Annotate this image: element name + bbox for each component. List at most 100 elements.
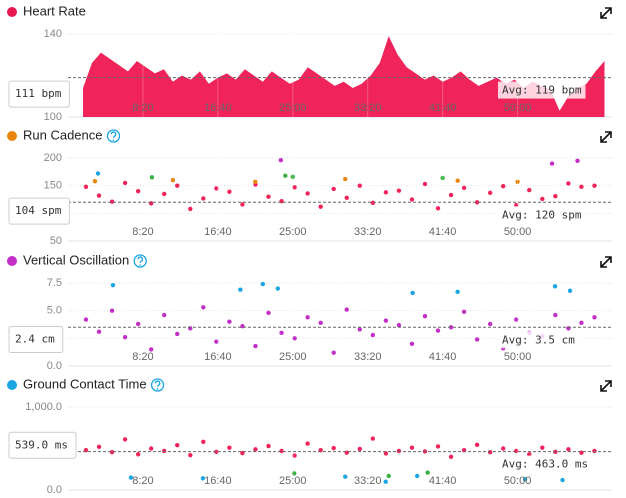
- data-point: [383, 318, 389, 323]
- data-point: [515, 179, 520, 184]
- data-point: [435, 328, 441, 333]
- data-point: [135, 452, 141, 457]
- data-point: [357, 183, 362, 188]
- data-point: [96, 444, 102, 450]
- data-point: [148, 446, 154, 451]
- data-point: [214, 339, 219, 344]
- data-point: [227, 189, 232, 194]
- data-point: [201, 439, 206, 445]
- panel: Run Cadence501001502008:2016:4025:0033:2…: [7, 127, 612, 247]
- x-tick-label: 41:40: [429, 102, 457, 114]
- cursor-box: [8, 431, 77, 459]
- data-point: [283, 173, 288, 178]
- data-point: [135, 189, 141, 194]
- x-tick-label: 33:20: [354, 351, 382, 363]
- x-tick-label: 33:20: [354, 226, 382, 238]
- data-point: [292, 471, 297, 476]
- help-dot: [139, 264, 142, 266]
- data-point: [592, 315, 597, 320]
- data-point: [553, 193, 558, 199]
- x-tick-label: 33:20: [354, 102, 382, 114]
- x-tick-label: 25:00: [279, 475, 307, 487]
- data-point: [331, 350, 336, 355]
- x-tick-label: 16:40: [204, 102, 232, 114]
- data-point: [435, 206, 441, 211]
- data-point: [396, 322, 402, 328]
- panel-title: Heart Rate: [23, 3, 86, 18]
- data-point: [240, 202, 245, 207]
- data-point: [162, 312, 167, 318]
- data-point: [201, 196, 206, 201]
- data-point: [474, 442, 480, 447]
- help-icon[interactable]: [150, 378, 165, 392]
- x-tick-label: 33:20: [354, 475, 382, 487]
- data-point: [540, 196, 545, 202]
- data-point: [440, 175, 445, 181]
- x-tick-label: 8:20: [132, 102, 153, 114]
- cursor-label: 539.0 ms: [15, 438, 68, 451]
- data-point: [318, 320, 323, 326]
- help-icon[interactable]: [106, 129, 121, 143]
- help-mark: [137, 256, 144, 263]
- data-point: [579, 184, 584, 189]
- y-tick-label: 1,000.0: [25, 401, 62, 413]
- data-point: [266, 310, 271, 316]
- x-tick-label: 50:00: [504, 226, 532, 238]
- data-point: [175, 331, 180, 337]
- data-point: [253, 343, 258, 349]
- data-point: [109, 450, 115, 455]
- x-tick-label: 16:40: [204, 475, 232, 487]
- help-icon[interactable]: [133, 254, 147, 268]
- data-point: [410, 290, 415, 296]
- x-tick-label: 25:00: [279, 226, 307, 238]
- data-point: [422, 314, 428, 319]
- data-point: [292, 453, 297, 458]
- data-point: [278, 158, 284, 163]
- data-point: [175, 183, 180, 188]
- data-point: [567, 288, 573, 293]
- cursor-label: 104 spm: [15, 204, 62, 217]
- x-tick-label: 25:00: [279, 351, 307, 363]
- data-point: [409, 197, 415, 202]
- data-point: [527, 187, 532, 193]
- expand-icon[interactable]: [600, 380, 612, 392]
- data-point: [474, 337, 480, 342]
- data-point: [487, 450, 493, 455]
- data-point: [266, 194, 271, 199]
- data-point: [331, 186, 336, 192]
- avg-box: [498, 81, 586, 99]
- data-point: [122, 437, 128, 442]
- data-point: [514, 317, 519, 322]
- cursor-box: [8, 80, 70, 108]
- data-point: [305, 191, 310, 196]
- data-point: [383, 190, 389, 195]
- data-point: [253, 447, 258, 452]
- x-tick-label: 16:40: [204, 226, 232, 238]
- data-point: [128, 475, 134, 480]
- x-tick-label: 50:00: [504, 102, 532, 114]
- data-point: [110, 283, 116, 288]
- panel-title: Run Cadence: [23, 127, 103, 142]
- data-point: [238, 287, 243, 292]
- cursor-box: [8, 197, 70, 225]
- avg-label: Avg: 463.0 ms: [502, 458, 588, 471]
- data-point: [200, 476, 206, 481]
- data-point: [260, 281, 266, 287]
- data-point: [560, 477, 565, 483]
- data-point: [455, 178, 460, 183]
- expand-icon[interactable]: [600, 131, 612, 143]
- data-point: [566, 181, 571, 186]
- data-point: [461, 309, 467, 314]
- expand-icon[interactable]: [600, 256, 612, 268]
- data-point: [162, 191, 167, 197]
- data-point: [487, 190, 493, 196]
- y-tick-label: 50: [50, 235, 62, 247]
- cursor-label: 111 bpm: [15, 87, 62, 100]
- x-tick-label: 25:00: [279, 102, 307, 114]
- y-tick-label: 0.0: [47, 360, 62, 372]
- data-point: [422, 181, 428, 187]
- data-point: [343, 176, 348, 182]
- expand-icon[interactable]: [600, 7, 612, 19]
- avg-box: [498, 206, 586, 224]
